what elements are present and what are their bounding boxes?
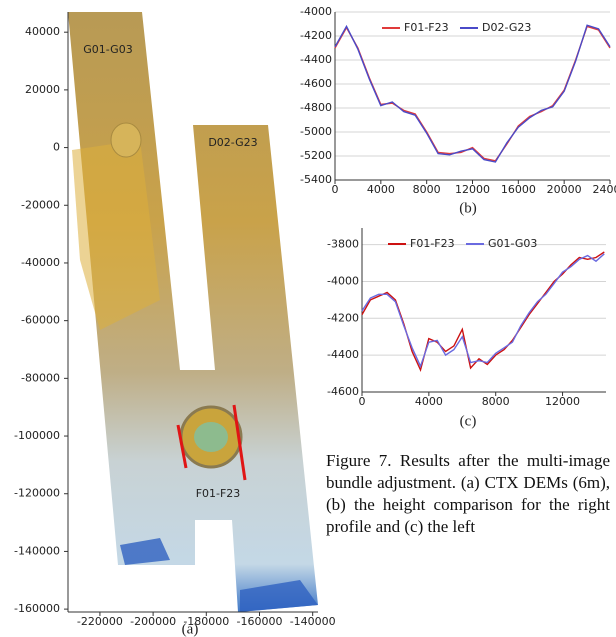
panel-label: (c) xyxy=(460,413,477,429)
strip-label: G01-G03 xyxy=(83,43,132,56)
y-tick-label: 20000 xyxy=(25,83,60,96)
y-tick-label: -120000 xyxy=(14,487,60,500)
series-line xyxy=(335,25,610,162)
series-line xyxy=(362,254,604,366)
y-tick-label: -4600 xyxy=(327,385,359,398)
y-tick-label: -5200 xyxy=(300,149,332,162)
x-tick-label: 8000 xyxy=(482,395,510,408)
y-tick-label: -4000 xyxy=(327,274,359,287)
y-tick-label: -4600 xyxy=(300,77,332,90)
y-tick-label: 0 xyxy=(53,141,60,154)
legend-label: G01-G03 xyxy=(488,237,537,250)
y-tick-label: -160000 xyxy=(14,602,60,615)
y-tick-label: -4400 xyxy=(327,348,359,361)
x-tick-label: 0 xyxy=(332,183,339,196)
strip-label: F01-F23 xyxy=(196,487,241,500)
y-tick-label: 40000 xyxy=(25,25,60,38)
x-tick-label: 0 xyxy=(359,395,366,408)
x-tick-label: 24000 xyxy=(593,183,616,196)
figure: 40000200000-20000-40000-60000-80000-1000… xyxy=(0,0,616,637)
y-tick-label: -4200 xyxy=(300,29,332,42)
x-tick-label: 16000 xyxy=(501,183,536,196)
y-tick-label: -4200 xyxy=(327,311,359,324)
y-tick-label: -4000 xyxy=(300,5,332,18)
x-tick-label: -200000 xyxy=(130,615,176,628)
figure-caption: Figure 7. Results after the multi-image … xyxy=(326,450,610,538)
x-tick-label: 12000 xyxy=(455,183,490,196)
x-tick-label: 12000 xyxy=(545,395,580,408)
y-tick-label: -40000 xyxy=(21,256,60,269)
legend-label: F01-F23 xyxy=(410,237,455,250)
figure-graphics: 40000200000-20000-40000-60000-80000-1000… xyxy=(0,0,616,637)
y-tick-label: -3800 xyxy=(327,238,359,251)
y-tick-label: -140000 xyxy=(14,544,60,557)
x-tick-label: 20000 xyxy=(547,183,582,196)
y-tick-label: -60000 xyxy=(21,314,60,327)
y-tick-label: -5000 xyxy=(300,125,332,138)
x-tick-label: 4000 xyxy=(415,395,443,408)
x-tick-label: -220000 xyxy=(77,615,123,628)
y-tick-label: -100000 xyxy=(14,429,60,442)
x-tick-label: 4000 xyxy=(367,183,395,196)
x-tick-label: -160000 xyxy=(237,615,283,628)
crater xyxy=(111,123,141,157)
y-tick-label: -80000 xyxy=(21,371,60,384)
panel-label: (b) xyxy=(459,200,477,216)
x-tick-label: 8000 xyxy=(413,183,441,196)
legend-label: F01-F23 xyxy=(404,21,449,34)
legend-label: D02-G23 xyxy=(482,21,531,34)
y-tick-label: -4400 xyxy=(300,53,332,66)
x-tick-label: -140000 xyxy=(290,615,336,628)
y-tick-label: -4800 xyxy=(300,101,332,114)
y-tick-label: -20000 xyxy=(21,198,60,211)
crater-floor xyxy=(194,422,228,452)
panel-label: (a) xyxy=(182,621,199,637)
strip-label: D02-G23 xyxy=(208,136,257,149)
y-tick-label: -5400 xyxy=(300,173,332,186)
